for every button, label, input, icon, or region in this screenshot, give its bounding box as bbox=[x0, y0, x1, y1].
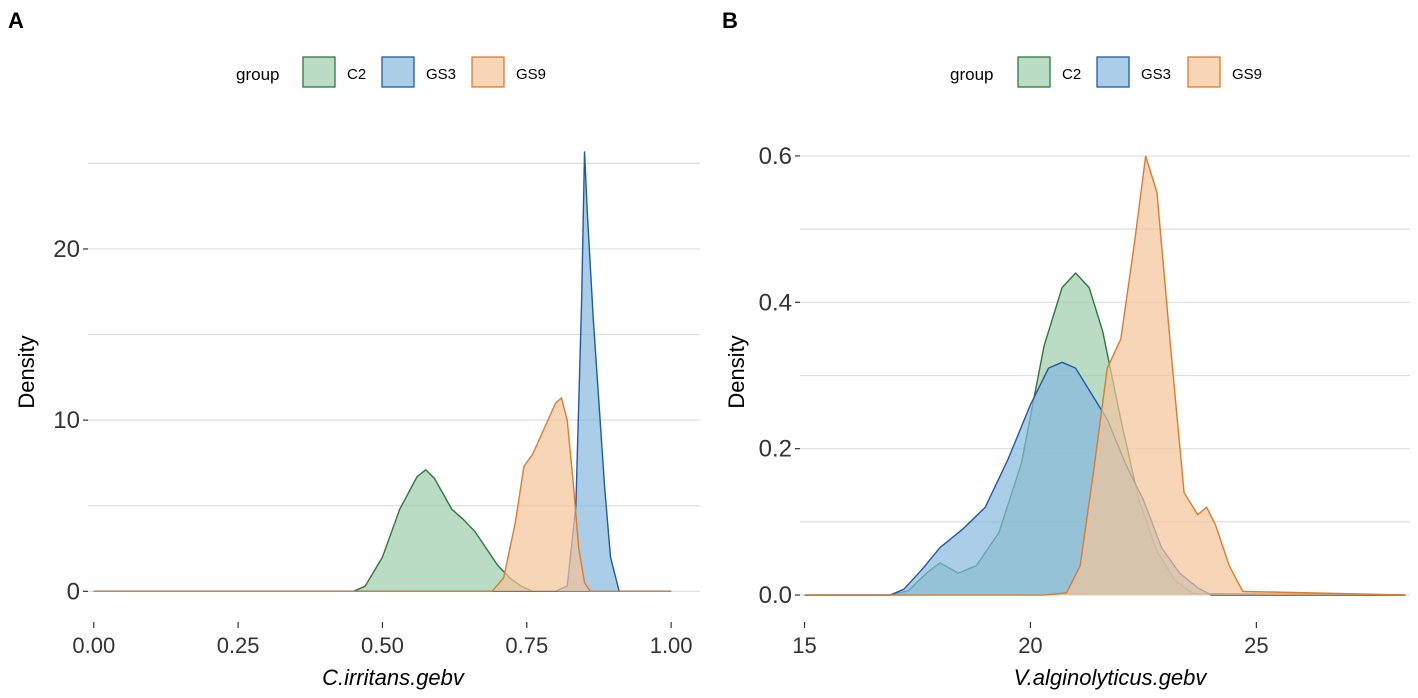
y-axis-title-a: Density bbox=[14, 335, 39, 408]
legend-b-swatch-gs9 bbox=[1187, 56, 1221, 88]
legend-b-title: group bbox=[950, 65, 993, 84]
plot-area-a: 0 10 20 0.00 0.25 0.50 0.75 1.00 bbox=[53, 151, 700, 658]
legend-b: group C2 GS3 GS9 bbox=[950, 56, 1262, 88]
legend-a-label-gs3: GS3 bbox=[426, 66, 456, 83]
panel-b: B group C2 GS3 GS9 0.0 0.2 0.4 0.6 15 20 25 De… bbox=[722, 8, 1410, 690]
panel-a-label: A bbox=[8, 8, 24, 33]
legend-a-label-c2: C2 bbox=[347, 66, 366, 83]
x-axis-title-a: C.irritans.gebv bbox=[322, 665, 466, 690]
legend-b-label-c2: C2 bbox=[1062, 66, 1081, 83]
x-tick-label-a: 0.50 bbox=[361, 633, 404, 658]
y-tick-label-a: 0 bbox=[67, 578, 80, 605]
density-line-gs9-b bbox=[804, 155, 1406, 596]
panel-b-label: B bbox=[722, 8, 738, 33]
legend-b-swatch-gs3 bbox=[1096, 56, 1130, 88]
density-area-c2-a bbox=[93, 469, 672, 592]
y-tick-label-b: 0.0 bbox=[759, 582, 792, 609]
panel-a: A group C2 GS3 GS9 0 10 20 0.00 0.25 0.50 0.75… bbox=[8, 8, 700, 690]
legend-a: group C2 GS3 GS9 bbox=[236, 56, 546, 88]
density-line-gs9-a bbox=[93, 396, 672, 593]
y-tick-label-a: 10 bbox=[53, 407, 80, 434]
y-tick-label-b: 0.6 bbox=[759, 143, 792, 170]
y-tick-label-a: 20 bbox=[53, 236, 80, 263]
y-tick-label-b: 0.4 bbox=[759, 289, 792, 316]
x-tick-label-a: 1.00 bbox=[650, 633, 693, 658]
x-axis-title-b: V.alginolyticus.gebv bbox=[1014, 665, 1209, 690]
legend-a-swatch-gs9 bbox=[471, 56, 505, 88]
x-tick-label-a: 0.25 bbox=[217, 633, 260, 658]
density-area-gs9-b bbox=[804, 155, 1406, 596]
x-tick-label-b: 20 bbox=[1018, 633, 1042, 658]
x-tick-label-b: 25 bbox=[1244, 633, 1268, 658]
x-tick-label-b: 15 bbox=[792, 633, 816, 658]
x-tick-label-a: 0.00 bbox=[72, 633, 115, 658]
legend-a-swatch-c2 bbox=[302, 56, 336, 88]
y-tick-label-b: 0.2 bbox=[759, 436, 792, 463]
legend-b-label-gs9: GS9 bbox=[1232, 66, 1262, 83]
legend-a-title: group bbox=[236, 65, 279, 84]
legend-b-label-gs3: GS3 bbox=[1141, 66, 1171, 83]
legend-a-label-gs9: GS9 bbox=[516, 66, 546, 83]
plot-area-b: 0.0 0.2 0.4 0.6 15 20 25 bbox=[759, 143, 1410, 658]
density-area-gs9-a bbox=[93, 397, 672, 592]
y-axis-title-b: Density bbox=[724, 335, 749, 408]
density-area-gs3-a bbox=[93, 151, 672, 592]
legend-a-swatch-gs3 bbox=[381, 56, 415, 88]
x-tick-label-a: 0.75 bbox=[505, 633, 548, 658]
legend-b-swatch-c2 bbox=[1017, 56, 1051, 88]
